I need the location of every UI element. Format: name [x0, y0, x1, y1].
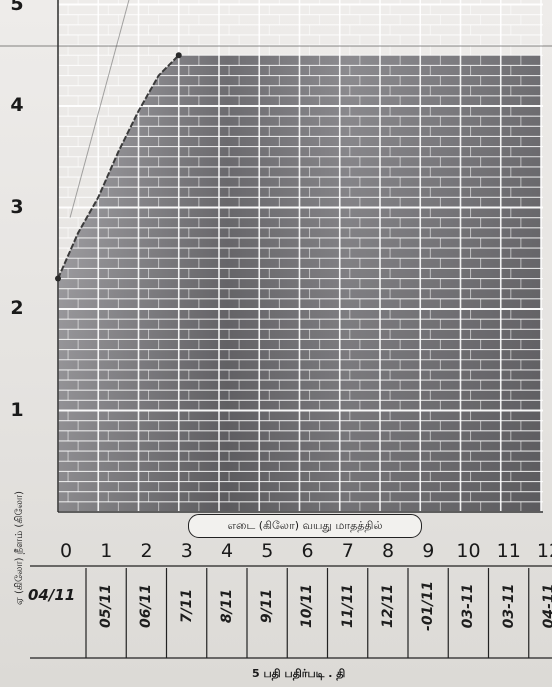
x-tick-label: 2: [140, 540, 153, 562]
x-tick-label: 9: [422, 540, 435, 562]
x-tick-label: 5: [261, 540, 274, 562]
date-entry: 04-11: [540, 583, 552, 629]
y-axis-label: ஏ (கிலோ) நீளம் (கிலோ): [14, 490, 25, 605]
bottom-caption: 5 பதி பதிர்படி . தி: [252, 667, 346, 680]
y-tick-label: 4: [10, 94, 24, 116]
series-line: [57, 54, 180, 279]
data-point: [55, 275, 61, 282]
y-tick-label: 2: [10, 297, 24, 319]
y-tick-label: 3: [10, 195, 24, 218]
x-tick-label: 6: [301, 540, 314, 562]
y-tick-label: 5: [10, 0, 24, 15]
x-tick-label: 8: [381, 540, 395, 562]
x-axis-label: எடை (கிலோ) வயது மாதத்தில்: [188, 514, 422, 538]
x-tick-label: 3: [180, 540, 193, 562]
y-tick-label: 1: [10, 398, 24, 421]
x-tick-label: 11: [496, 540, 521, 562]
x-tick-label: 1: [100, 540, 113, 562]
x-tick-label: 0: [59, 540, 73, 562]
data-point: [175, 52, 182, 59]
first-date: 04/11: [28, 586, 76, 604]
grid: [57, 0, 543, 513]
reference-line: [69, 0, 130, 218]
x-tick-label: 4: [220, 540, 234, 562]
x-tick-label: 12: [536, 540, 552, 562]
x-tick-label: 7: [341, 540, 354, 562]
x-tick-label: 10: [456, 540, 481, 562]
